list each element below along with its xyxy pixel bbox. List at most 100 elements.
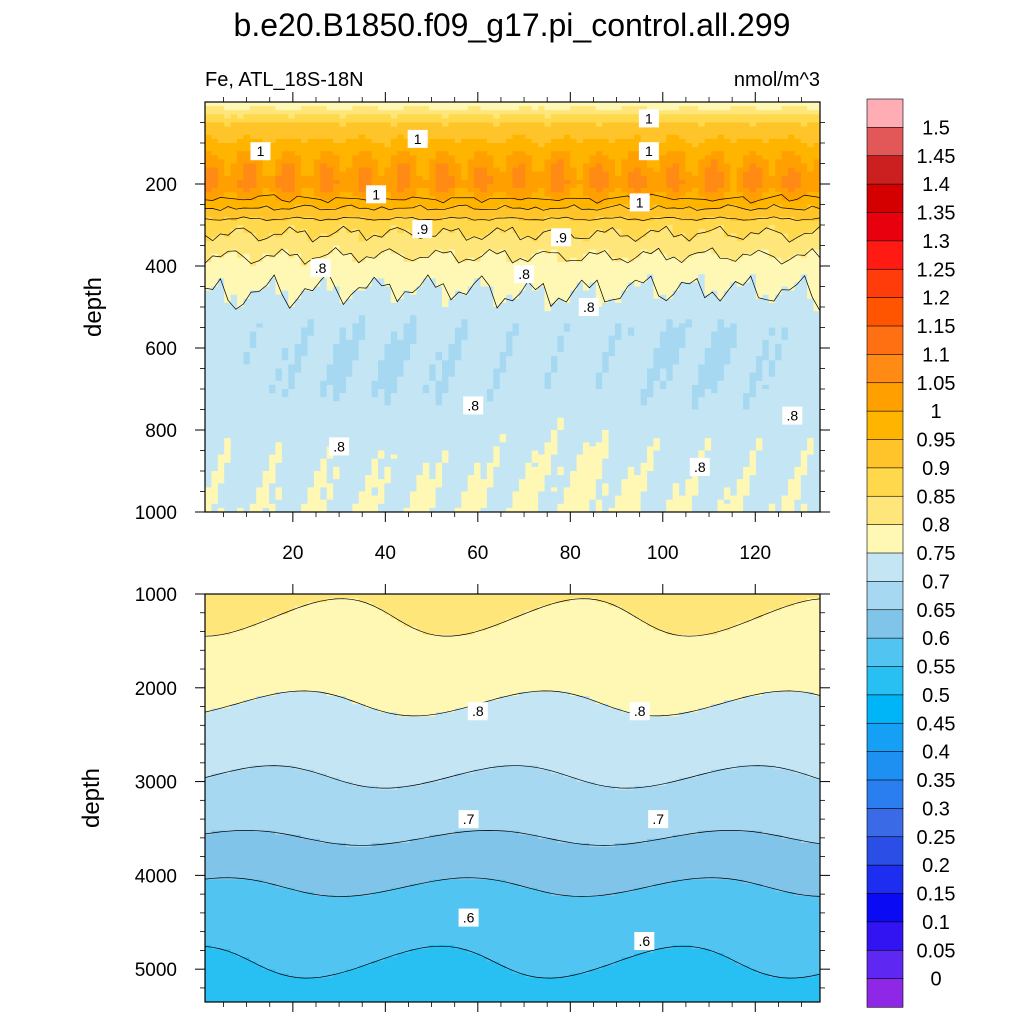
heatmap-cell	[352, 159, 360, 165]
heatmap-cell	[531, 307, 539, 312]
heatmap-cell	[416, 106, 424, 111]
heatmap-cell	[429, 245, 437, 251]
heatmap-cell	[711, 184, 719, 189]
heatmap-cell	[634, 163, 642, 169]
heatmap-cell	[685, 130, 693, 136]
heatmap-cell	[454, 163, 462, 169]
heatmap-cell	[717, 261, 725, 267]
heatmap-cell	[512, 241, 520, 247]
heatmap-cell	[243, 130, 251, 136]
heatmap-cell	[237, 196, 245, 201]
heatmap-cell	[371, 159, 379, 165]
heatmap-cell	[243, 175, 251, 181]
heatmap-cell	[281, 261, 289, 267]
heatmap-cell	[416, 290, 424, 296]
heatmap-cell	[358, 175, 366, 181]
heatmap-cell	[723, 184, 731, 189]
heatmap-cell	[486, 261, 494, 267]
heatmap-cell	[429, 155, 437, 160]
heatmap-cell	[621, 307, 629, 312]
heatmap-cell	[659, 196, 667, 201]
heatmap-cell	[755, 147, 763, 152]
heatmap-cell	[634, 147, 642, 152]
heatmap-cell	[442, 290, 450, 296]
heatmap-cell	[474, 220, 482, 226]
heatmap-cell	[339, 253, 347, 259]
heatmap-cell	[371, 302, 379, 308]
heatmap-cell	[429, 179, 437, 185]
heatmap-cell	[205, 143, 213, 148]
heatmap-cell	[538, 298, 546, 304]
heatmap-cell	[525, 200, 533, 206]
heatmap-cell	[659, 167, 667, 173]
heatmap-cell	[685, 184, 693, 189]
heatmap-cell	[627, 237, 635, 242]
heatmap-cell	[217, 302, 225, 308]
heatmap-cell	[704, 102, 712, 107]
heatmap-cell	[723, 138, 731, 144]
heatmap-cell	[211, 196, 219, 201]
heatmap-cell	[339, 114, 347, 119]
heatmap-cell	[371, 163, 379, 169]
heatmap-cell	[768, 138, 776, 144]
heatmap-cell	[768, 106, 776, 111]
heatmap-cell	[576, 270, 584, 275]
heatmap-cell	[557, 167, 565, 173]
heatmap-cell	[275, 118, 283, 124]
heatmap-cell	[518, 147, 526, 152]
heatmap-cell	[461, 286, 469, 292]
heatmap-cell	[538, 253, 546, 259]
heatmap-cell	[377, 241, 385, 247]
heatmap-cell	[454, 130, 462, 136]
heatmap-cell	[717, 249, 725, 255]
heatmap-cell	[217, 171, 225, 177]
heatmap-cell	[499, 163, 507, 169]
heatmap-cell	[518, 237, 526, 242]
heatmap-cell	[249, 192, 257, 197]
heatmap-cell	[301, 302, 309, 308]
heatmap-cell	[653, 282, 661, 288]
heatmap-cell	[294, 110, 302, 115]
heatmap-cell	[615, 270, 623, 275]
heatmap-cell	[506, 130, 514, 136]
heatmap-cell	[672, 126, 680, 132]
heatmap-cell	[467, 220, 475, 226]
heatmap-cell	[442, 233, 450, 238]
heatmap-cell	[281, 196, 289, 201]
heatmap-cell	[345, 220, 353, 226]
heatmap-cell	[320, 143, 328, 148]
heatmap-cell	[608, 143, 616, 148]
heatmap-cell	[269, 257, 277, 263]
heatmap-cell	[730, 220, 738, 226]
heatmap-cell	[217, 208, 225, 214]
heatmap-cell	[422, 212, 430, 218]
heatmap-cell	[781, 134, 789, 140]
heatmap-cell	[634, 126, 642, 132]
heatmap-cell	[672, 175, 680, 181]
heatmap-cell	[807, 212, 815, 218]
heatmap-cell	[429, 184, 437, 189]
heatmap-cell	[582, 257, 590, 263]
heatmap-cell	[237, 175, 245, 181]
heatmap-cell	[371, 311, 379, 316]
heatmap-cell	[608, 286, 616, 292]
heatmap-cell	[397, 278, 405, 283]
heatmap-cell	[640, 212, 648, 218]
heatmap-cell	[615, 229, 623, 234]
heatmap-cell	[730, 196, 738, 201]
heatmap-cell	[550, 286, 558, 292]
heatmap-cell	[410, 270, 418, 275]
heatmap-cell	[288, 102, 296, 107]
heatmap-cell	[602, 253, 610, 259]
heatmap-cell	[301, 212, 309, 218]
heatmap-cell	[685, 159, 693, 165]
heatmap-cell	[230, 179, 238, 185]
heatmap-cell	[435, 311, 443, 316]
heatmap-cell	[775, 274, 783, 279]
heatmap-cell	[807, 241, 815, 247]
heatmap-cell	[538, 159, 546, 165]
heatmap-cell	[615, 233, 623, 238]
heatmap-cell	[647, 249, 655, 255]
heatmap-cell	[403, 171, 411, 177]
heatmap-cell	[205, 138, 213, 144]
